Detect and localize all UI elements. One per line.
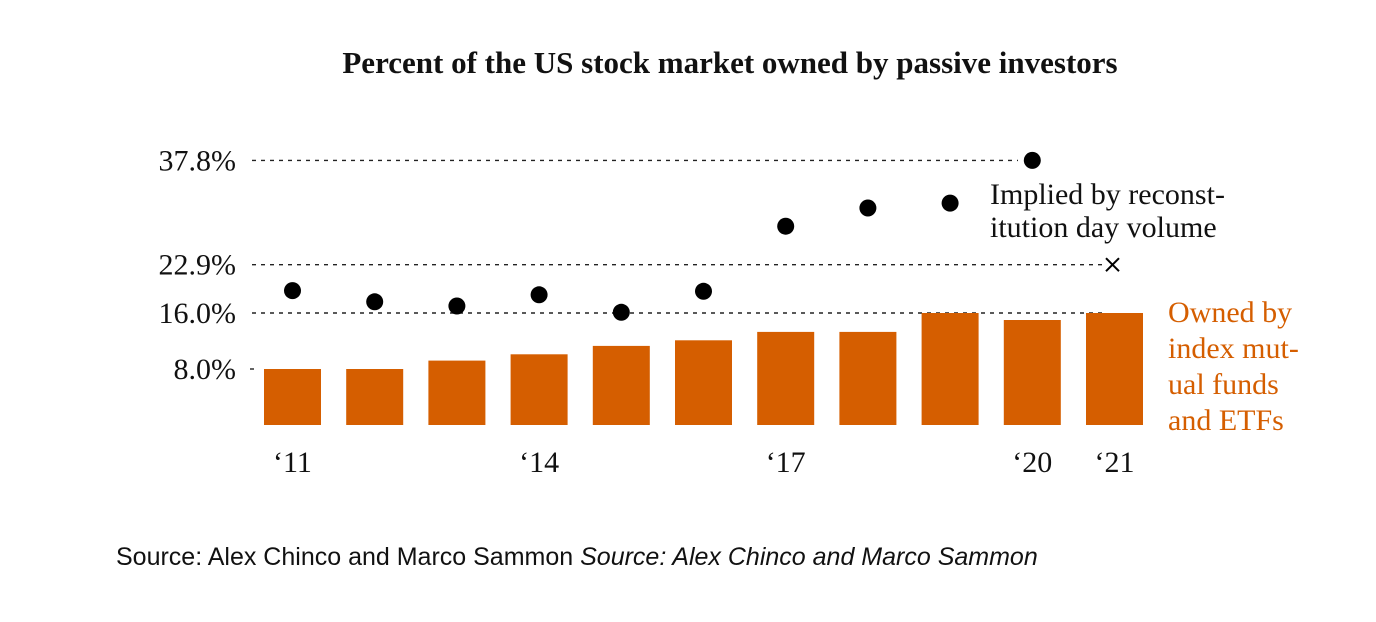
source-line: Source: Alex Chinco and Marco Sammon Sou… xyxy=(116,543,1038,572)
scatter-point xyxy=(941,194,959,212)
bar-series xyxy=(264,313,1143,425)
x-tick-label: ‘20 xyxy=(1012,446,1052,479)
x-tick-label: ‘17 xyxy=(766,446,806,479)
scatter-series-label-line: itution day volume xyxy=(990,211,1217,244)
bar xyxy=(592,345,650,425)
scatter-point xyxy=(366,293,384,311)
scatter-point xyxy=(695,282,712,300)
series-direct-labels: Implied by reconst-itution day volume Own… xyxy=(990,178,1299,437)
scatter-point xyxy=(284,282,301,300)
bar xyxy=(510,354,568,425)
y-tick-label: 16.0% xyxy=(159,297,237,330)
scatter-point xyxy=(859,199,877,217)
bar-series-label-line: and ETFs xyxy=(1168,404,1284,437)
bar xyxy=(346,369,404,425)
chart-title: Percent of the US stock market owned by … xyxy=(342,45,1117,80)
x-marker xyxy=(1105,257,1120,272)
bar xyxy=(1003,320,1061,425)
x-tick-label: ‘11 xyxy=(273,446,312,479)
y-tick-label: 22.9% xyxy=(159,249,237,282)
source-plain: Source: Alex Chinco and Marco Sammon xyxy=(116,543,574,571)
scatter-point xyxy=(612,303,630,321)
x-marker-series xyxy=(1105,257,1120,272)
y-tick-label: 37.8% xyxy=(159,144,237,177)
scatter-point xyxy=(1023,151,1041,169)
scatter-point xyxy=(448,297,466,315)
bar-series-label-line: index mut- xyxy=(1168,332,1299,365)
x-tick-label: ‘14 xyxy=(519,446,559,479)
scatter-series-label-line: Implied by reconst- xyxy=(990,178,1225,211)
bar xyxy=(264,369,321,425)
source-italic: Source: Alex Chinco and Marco Sammon xyxy=(580,543,1038,571)
bar xyxy=(675,340,732,425)
bar xyxy=(757,331,815,425)
bar xyxy=(921,313,979,425)
scatter-point xyxy=(777,217,795,235)
bar xyxy=(839,331,897,425)
bar-series-label-line: Owned by xyxy=(1168,296,1292,329)
bar xyxy=(1086,313,1143,425)
scatter-series xyxy=(284,151,1041,321)
y-axis-tick-labels: 37.8% 22.9% 16.0% 8.0% xyxy=(159,144,254,386)
reference-lines xyxy=(252,159,1102,314)
y-tick-label: 8.0% xyxy=(174,353,237,386)
bar-series-label-line: ual funds xyxy=(1168,368,1279,401)
bar xyxy=(428,360,486,425)
x-axis-tick-labels: ‘11 ‘14 ‘17 ‘20 ‘21 xyxy=(273,446,1134,479)
chart: Percent of the US stock market owned by … xyxy=(159,45,1299,479)
scatter-point xyxy=(530,286,548,304)
x-tick-label: ‘21 xyxy=(1095,446,1135,479)
